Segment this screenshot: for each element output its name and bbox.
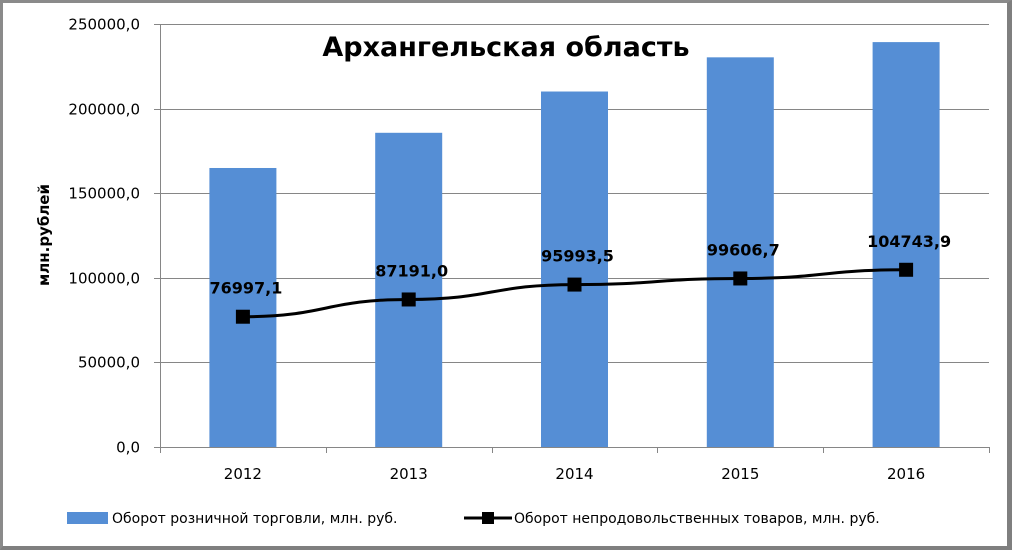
y-axis-label: млн.рублей (35, 184, 53, 286)
bar-2015 (706, 57, 774, 448)
x-tick-label: 2015 (721, 465, 759, 483)
legend: Оборот розничной торговли, млн. руб. Обо… (67, 511, 880, 527)
y-axis-ticks: 0,0 50000,0 100000,0 150000,0 200000,0 250000… (68, 16, 140, 457)
data-label: 76997,1 (209, 279, 282, 298)
x-axis: 2012 2013 2014 2015 2016 (160, 447, 990, 483)
marker-square-icon (235, 309, 250, 324)
marker-square-icon (401, 292, 416, 307)
bar-2012 (209, 167, 277, 447)
y-tick-label: 200000,0 (68, 101, 140, 119)
bar-series (209, 42, 940, 448)
y-tick-label: 100000,0 (68, 270, 140, 288)
data-label: 99606,7 (707, 240, 780, 259)
marker-square-icon (899, 262, 914, 277)
line-series (235, 262, 914, 324)
legend-label-bar: Оборот розничной торговли, млн. руб. (112, 511, 398, 527)
marker-square-icon (567, 277, 582, 292)
bar-2016 (872, 42, 940, 447)
bar-2014 (541, 91, 608, 447)
legend-marker-square-icon (482, 512, 494, 524)
legend-swatch-bar (67, 512, 108, 524)
chart-title: Архангельская область (322, 32, 689, 63)
y-tick-label: 250000,0 (68, 16, 140, 34)
data-label: 104743,9 (867, 232, 951, 251)
x-tick-label: 2012 (224, 465, 262, 483)
y-tick-label: 0,0 (116, 439, 140, 457)
bar-2013 (375, 132, 443, 447)
data-labels: 76997,1 87191,0 95993,5 99606,7 104743,9 (209, 232, 951, 298)
y-tick-label: 50000,0 (78, 354, 140, 372)
x-tick-label: 2014 (555, 465, 593, 483)
x-tick-label: 2016 (887, 465, 925, 483)
marker-square-icon (733, 271, 748, 286)
data-label: 87191,0 (375, 261, 448, 280)
y-tick-label: 150000,0 (68, 185, 140, 203)
x-tick-label: 2013 (390, 465, 428, 483)
legend-label-line: Оборот непродовольственных товаров, млн.… (514, 511, 880, 527)
data-label: 95993,5 (541, 247, 614, 266)
